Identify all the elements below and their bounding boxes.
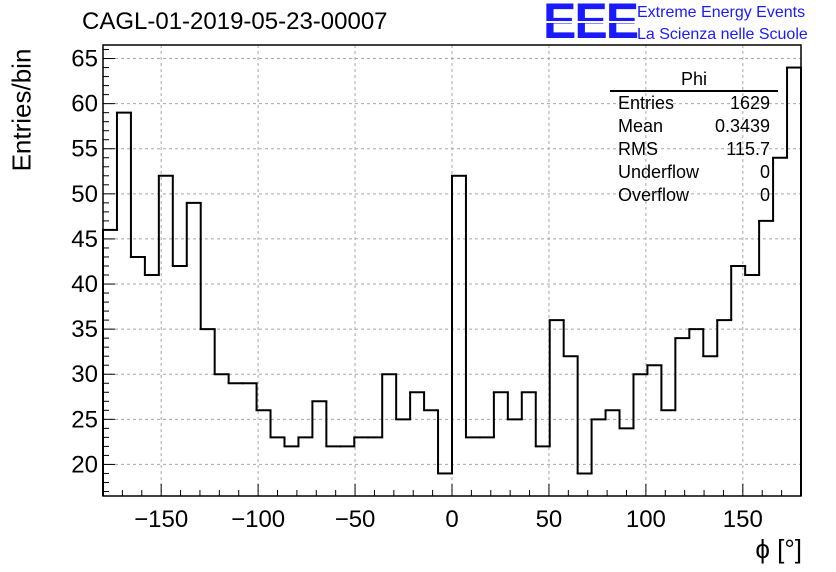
logo-text-line1: Extreme Energy Events [637, 4, 806, 21]
x-tick-label: −50 [335, 506, 376, 533]
stats-value: 0 [759, 185, 770, 205]
eee-logo-mark: EEE [543, 0, 639, 46]
y-tick-label: 65 [71, 46, 98, 73]
stats-title: Phi [610, 69, 778, 92]
y-tick-label: 20 [71, 451, 98, 478]
stats-value: 115.7 [726, 139, 770, 159]
stats-row: Entries 1629 [610, 92, 778, 115]
stats-row: Overflow 0 [610, 184, 778, 207]
stats-key: RMS [618, 139, 658, 159]
y-tick-label: 25 [71, 406, 98, 433]
y-tick-label: 50 [71, 181, 98, 208]
y-tick-label: 40 [71, 271, 98, 298]
stats-key: Mean [618, 116, 664, 136]
x-axis-label: ϕ [°] [755, 534, 802, 564]
x-tick-label: 100 [626, 506, 666, 533]
stats-value: 0 [759, 162, 770, 182]
y-tick-label: 60 [71, 91, 98, 118]
y-axis-label: Entries/bin [6, 48, 37, 172]
logo-text-line2: La Scienza nelle Scuole [637, 26, 808, 43]
x-tick-label: 0 [445, 506, 458, 533]
x-tick-label: 150 [723, 506, 763, 533]
stats-row: Underflow 0 [610, 161, 778, 184]
stats-value: 0.3439 [714, 116, 770, 136]
stats-box: Phi Entries 1629 Mean 0.3439 RMS 115.7 Unde… [610, 69, 778, 207]
stats-key: Underflow [618, 162, 700, 182]
y-tick-label: 30 [71, 361, 98, 388]
x-tick-label: −100 [231, 506, 285, 533]
chart-title: CAGL-01-2019-05-23-00007 [82, 8, 388, 35]
stats-row: RMS 115.7 [610, 138, 778, 161]
y-tick-label: 35 [71, 316, 98, 343]
x-tick-label: 50 [536, 506, 563, 533]
stats-value: 1629 [729, 93, 770, 113]
stats-key: Overflow [618, 185, 690, 205]
x-tick-label: −150 [134, 506, 188, 533]
eee-logo: EEE Extreme Energy Events La Scienza nel… [543, 0, 833, 48]
y-tick-label: 55 [71, 136, 98, 163]
stats-key: Entries [618, 93, 675, 113]
y-tick-label: 45 [71, 226, 98, 253]
stats-row: Mean 0.3439 [610, 115, 778, 138]
